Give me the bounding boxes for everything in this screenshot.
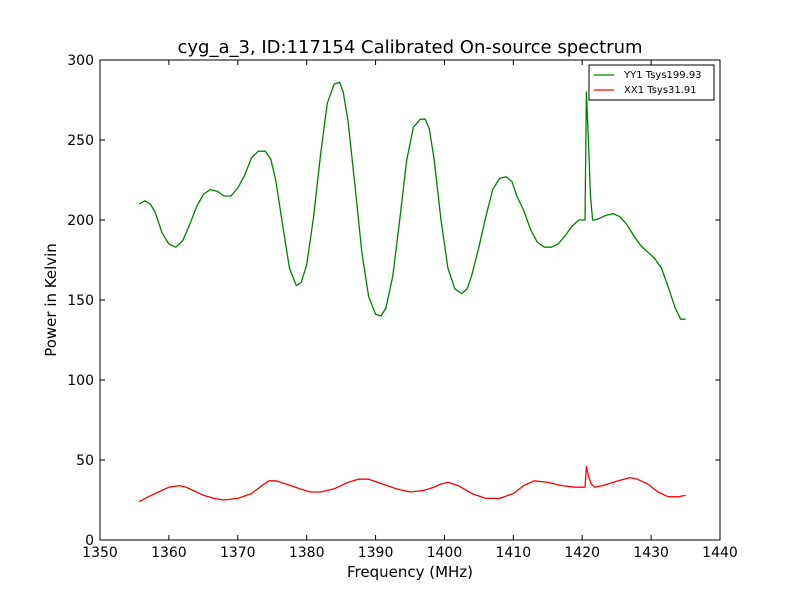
plot-area [100, 60, 720, 540]
x-tick-label: 1440 [702, 545, 738, 561]
legend-box [588, 64, 715, 101]
plot-frame [99, 59, 721, 541]
chart-title: cyg_a_3, ID:117154 Calibrated On-source … [177, 37, 642, 58]
x-tick-label: 1380 [289, 545, 325, 561]
y-tick-label: 150 [67, 293, 94, 309]
x-tick-label: 1350 [82, 545, 118, 561]
y-tick-label: 200 [67, 213, 94, 229]
legend-label-yy1: YY1 Tsys199.93 [623, 70, 702, 81]
x-tick-label: 1430 [633, 545, 669, 561]
x-tick-label: 1400 [427, 545, 463, 561]
x-tick-label: 1410 [496, 545, 532, 561]
x-tick-label: 1390 [358, 545, 394, 561]
x-tick-label: 1360 [151, 545, 187, 561]
series-line-xx1 [138, 465, 686, 503]
y-tick-label: 300 [67, 53, 94, 69]
x-tick-label: 1370 [220, 545, 256, 561]
y-tick-label: 100 [67, 373, 94, 389]
series-layer [138, 81, 686, 503]
x-axis-label: Frequency (MHz) [347, 563, 473, 581]
y-axis-label: Power in Kelvin [42, 243, 60, 357]
y-tick-label: 0 [85, 533, 94, 549]
legend-label-xx1: XX1 Tsys31.91 [624, 85, 697, 96]
y-axis-ticks: 0 50 100 150 200 250 300 [67, 53, 720, 549]
legend: YY1 Tsys199.93 XX1 Tsys31.91 [588, 64, 715, 101]
x-axis-ticks: 1350 1360 1370 1380 1390 1400 1410 1420 1430 1440 [82, 60, 738, 561]
y-tick-label: 50 [76, 453, 94, 469]
series-line-yy1 [138, 81, 686, 320]
y-tick-label: 250 [67, 133, 94, 149]
x-tick-label: 1420 [564, 545, 600, 561]
